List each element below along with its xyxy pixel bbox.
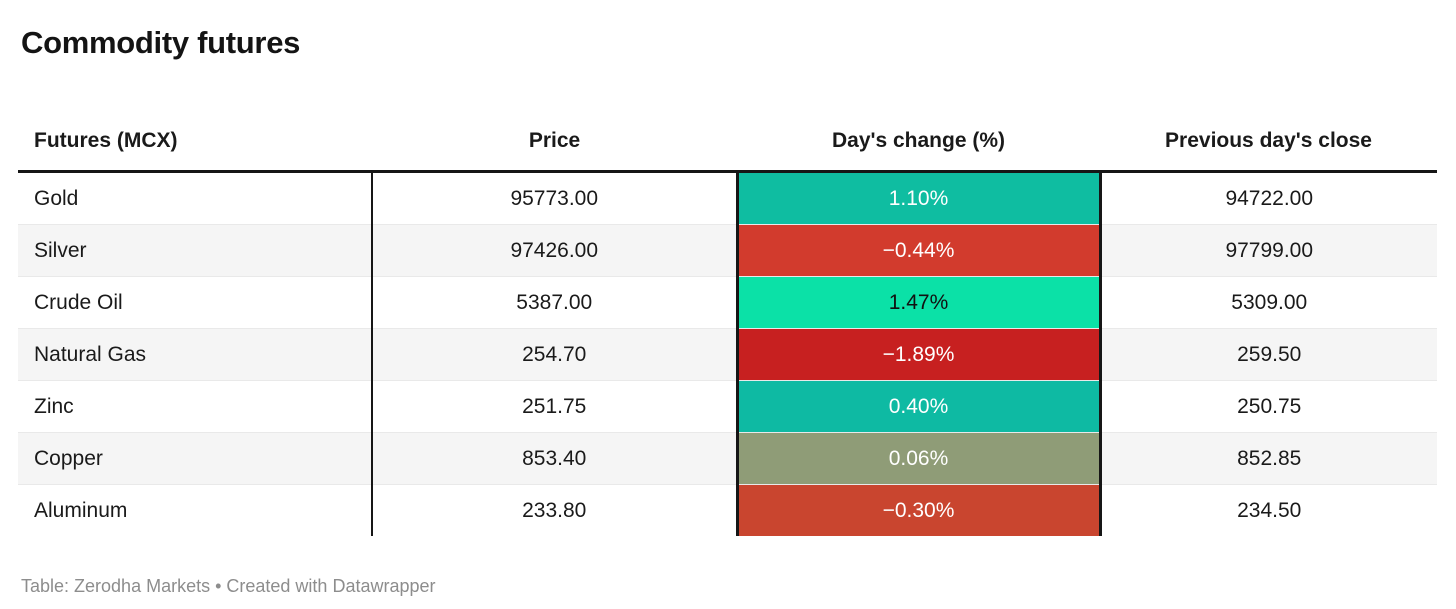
- column-header-futures: Futures (MCX): [18, 112, 372, 173]
- change-cell: 1.10%: [735, 171, 1102, 225]
- header-row: Futures (MCX) Price Day's change (%) Pre…: [18, 112, 1437, 173]
- prev-close-cell: 234.50: [1100, 484, 1437, 536]
- price-cell: 251.75: [372, 380, 737, 433]
- prev-close-cell: 94722.00: [1100, 171, 1437, 225]
- column-header-prev-close: Previous day's close: [1100, 112, 1437, 173]
- price-cell: 853.40: [372, 432, 737, 485]
- prev-close-cell: 250.75: [1100, 380, 1437, 433]
- price-cell: 254.70: [372, 328, 737, 381]
- price-cell: 233.80: [372, 484, 737, 536]
- prev-close-cell: 852.85: [1100, 432, 1437, 485]
- price-cell: 5387.00: [372, 276, 737, 329]
- page-title: Commodity futures: [21, 25, 301, 60]
- table-header: Futures (MCX) Price Day's change (%) Pre…: [18, 112, 1437, 173]
- futures-cell: Silver: [18, 224, 373, 277]
- prev-close-cell: 259.50: [1100, 328, 1437, 381]
- table-body: Gold 95773.00 1.10% 94722.00 Silver 9742…: [18, 171, 1437, 536]
- table-row: Gold 95773.00 1.10% 94722.00: [18, 171, 1437, 225]
- futures-cell: Natural Gas: [18, 328, 373, 381]
- futures-cell: Zinc: [18, 380, 373, 433]
- table-row: Crude Oil 5387.00 1.47% 5309.00: [18, 276, 1437, 329]
- change-cell: 1.47%: [735, 276, 1102, 329]
- change-cell: 0.40%: [735, 380, 1102, 433]
- prev-close-cell: 97799.00: [1100, 224, 1437, 277]
- change-cell: 0.06%: [735, 432, 1102, 485]
- table-row: Aluminum 233.80 −0.30% 234.50: [18, 484, 1437, 536]
- change-cell: −1.89%: [735, 328, 1102, 381]
- change-cell: −0.30%: [735, 484, 1102, 536]
- footer-credit: Table: Zerodha Markets • Created with Da…: [21, 576, 436, 596]
- prev-close-cell: 5309.00: [1100, 276, 1437, 329]
- table-row: Silver 97426.00 −0.44% 97799.00: [18, 224, 1437, 277]
- futures-cell: Crude Oil: [18, 276, 373, 329]
- table-row: Zinc 251.75 0.40% 250.75: [18, 380, 1437, 433]
- change-cell: −0.44%: [735, 224, 1102, 277]
- column-header-change: Day's change (%): [737, 112, 1100, 173]
- futures-table: Futures (MCX) Price Day's change (%) Pre…: [18, 112, 1437, 536]
- table-row: Natural Gas 254.70 −1.89% 259.50: [18, 328, 1437, 381]
- price-cell: 95773.00: [372, 171, 737, 225]
- column-header-price: Price: [372, 112, 737, 173]
- table-row: Copper 853.40 0.06% 852.85: [18, 432, 1437, 485]
- futures-cell: Gold: [18, 171, 373, 225]
- futures-cell: Copper: [18, 432, 373, 485]
- futures-cell: Aluminum: [18, 484, 373, 536]
- price-cell: 97426.00: [372, 224, 737, 277]
